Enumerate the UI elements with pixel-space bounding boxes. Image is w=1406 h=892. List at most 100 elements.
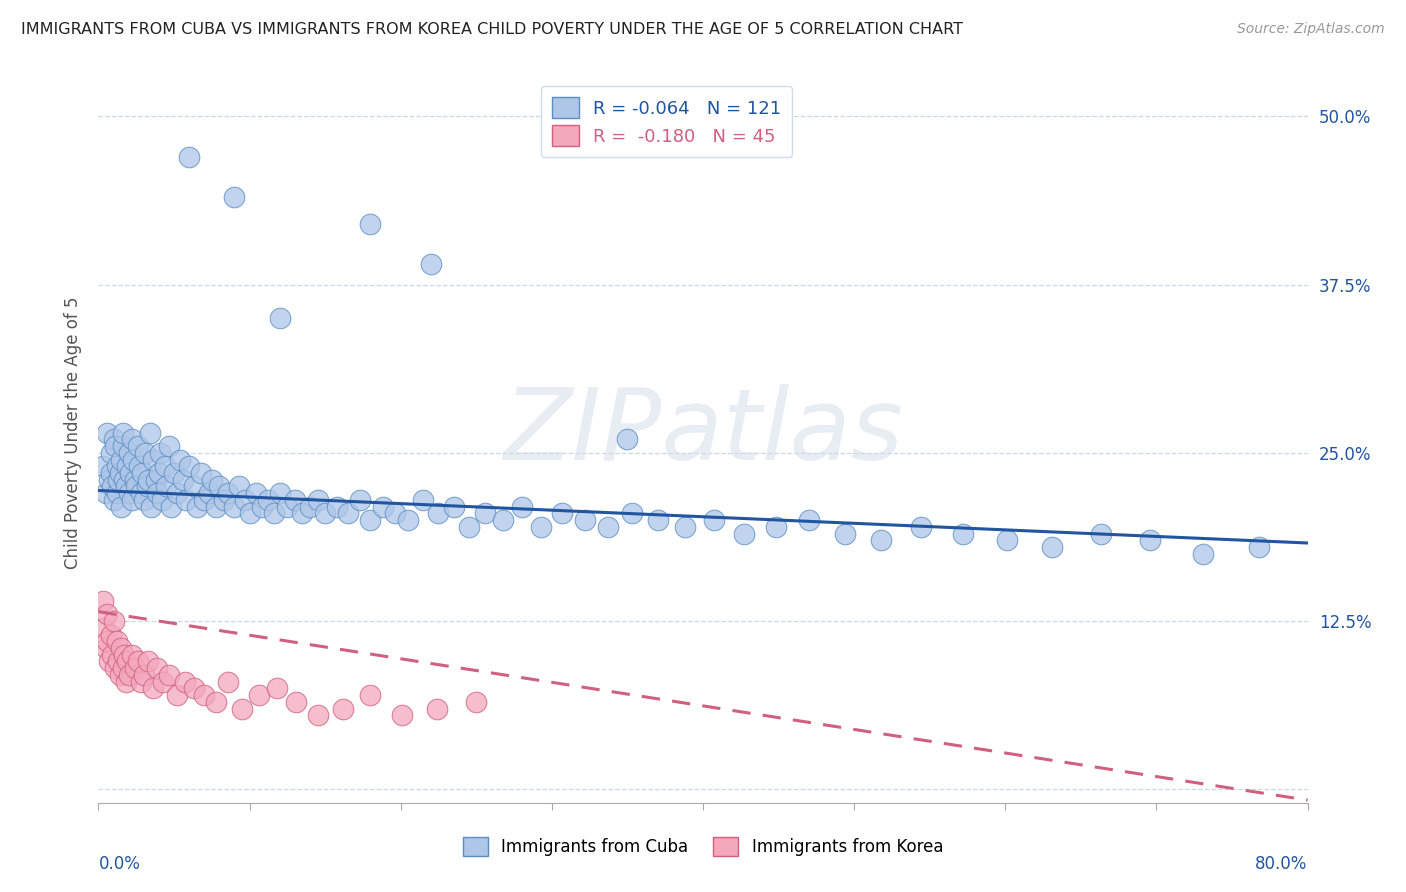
Point: [107, 473, 129, 487]
Point: [247, 688, 270, 702]
Point: [173, 674, 195, 689]
Point: [371, 500, 394, 514]
Point: [115, 655, 138, 669]
Point: [125, 479, 148, 493]
Point: [193, 492, 215, 507]
Point: [420, 257, 443, 271]
Point: [474, 507, 496, 521]
Point: [153, 459, 176, 474]
Point: [128, 459, 150, 474]
Point: [384, 507, 406, 521]
Point: [269, 486, 291, 500]
Point: [121, 648, 143, 662]
Point: [122, 452, 145, 467]
Point: [910, 520, 932, 534]
Point: [239, 507, 262, 521]
Point: [285, 695, 308, 709]
Point: [1139, 533, 1161, 548]
Point: [391, 708, 413, 723]
Point: [733, 526, 755, 541]
Point: [276, 500, 298, 514]
Point: [797, 513, 820, 527]
Point: [360, 217, 382, 231]
Point: [1249, 540, 1271, 554]
Point: [131, 466, 153, 480]
Point: [174, 492, 197, 507]
Point: [183, 479, 205, 493]
Point: [224, 190, 246, 204]
Point: [145, 473, 167, 487]
Point: [551, 507, 574, 521]
Point: [149, 446, 172, 460]
Point: [148, 466, 170, 480]
Point: [326, 500, 349, 514]
Point: [115, 459, 138, 474]
Point: [426, 701, 449, 715]
Point: [574, 513, 596, 527]
Point: [103, 614, 125, 628]
Point: [142, 681, 165, 696]
Point: [134, 446, 156, 460]
Point: [105, 486, 128, 500]
Point: [269, 311, 291, 326]
Point: [307, 492, 329, 507]
Point: [314, 507, 336, 521]
Point: [121, 492, 143, 507]
Point: [96, 634, 118, 648]
Point: [1192, 547, 1215, 561]
Point: [129, 486, 152, 500]
Point: [159, 668, 181, 682]
Point: [111, 439, 134, 453]
Point: [245, 486, 267, 500]
Point: [142, 452, 165, 467]
Point: [91, 459, 114, 474]
Point: [93, 621, 115, 635]
Point: [360, 513, 382, 527]
Point: [132, 492, 155, 507]
Point: [104, 439, 127, 453]
Point: [105, 459, 128, 474]
Point: [172, 473, 194, 487]
Point: [332, 701, 354, 715]
Point: [101, 479, 124, 493]
Point: [231, 701, 253, 715]
Legend: Immigrants from Cuba, Immigrants from Korea: Immigrants from Cuba, Immigrants from Ko…: [454, 829, 952, 865]
Point: [765, 520, 787, 534]
Point: [139, 425, 162, 440]
Point: [112, 648, 135, 662]
Point: [360, 688, 382, 702]
Point: [596, 520, 619, 534]
Point: [228, 479, 250, 493]
Point: [121, 433, 143, 447]
Point: [141, 500, 163, 514]
Point: [396, 513, 419, 527]
Point: [647, 513, 669, 527]
Point: [112, 473, 135, 487]
Point: [233, 492, 256, 507]
Point: [1040, 540, 1063, 554]
Point: [103, 433, 125, 447]
Point: [94, 486, 117, 500]
Point: [98, 655, 121, 669]
Point: [98, 473, 121, 487]
Point: [152, 674, 174, 689]
Point: [94, 640, 117, 655]
Point: [118, 668, 141, 682]
Point: [212, 492, 235, 507]
Point: [108, 668, 131, 682]
Point: [530, 520, 553, 534]
Point: [834, 526, 856, 541]
Point: [136, 473, 159, 487]
Point: [492, 513, 515, 527]
Point: [104, 661, 127, 675]
Point: [205, 695, 228, 709]
Point: [190, 466, 212, 480]
Point: [166, 688, 188, 702]
Point: [299, 500, 322, 514]
Point: [256, 492, 278, 507]
Point: [703, 513, 725, 527]
Point: [952, 526, 974, 541]
Point: [103, 492, 125, 507]
Point: [110, 640, 132, 655]
Text: Source: ZipAtlas.com: Source: ZipAtlas.com: [1237, 22, 1385, 37]
